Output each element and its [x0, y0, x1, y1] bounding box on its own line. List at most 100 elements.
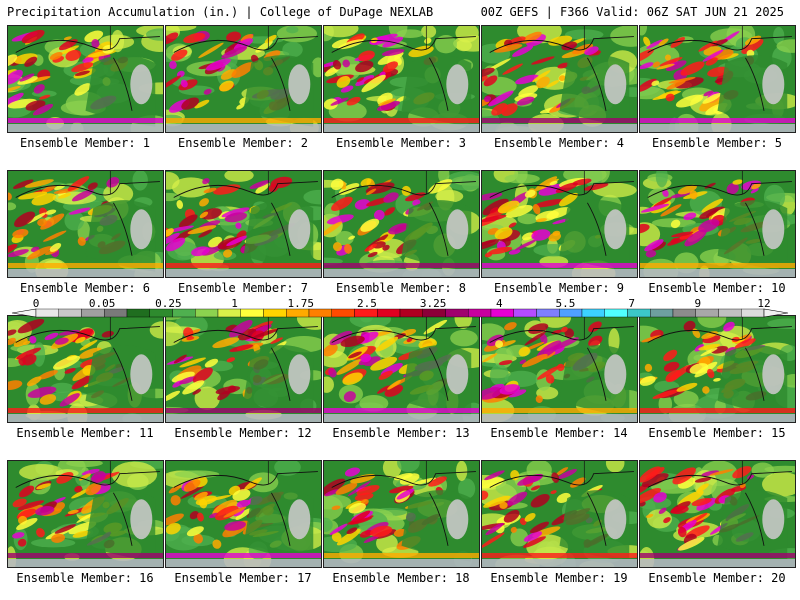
precipitation-map-image: [640, 316, 795, 422]
colorbar-segment: [377, 308, 401, 318]
ensemble-member-map: [323, 315, 480, 423]
colorbar-segment: [35, 308, 59, 318]
ensemble-member-map: [7, 460, 164, 568]
ensemble-member-label: Ensemble Member: 18: [332, 571, 470, 585]
colorbar-segment: [581, 308, 605, 318]
header: Precipitation Accumulation (in.) | Colle…: [0, 0, 800, 22]
colorbar-segment: [513, 308, 537, 318]
precipitation-map-image: [324, 316, 479, 422]
ensemble-member-label: Ensemble Member: 8: [335, 281, 467, 295]
colorbar-segment: [741, 308, 765, 318]
precipitation-map-image: [166, 26, 321, 132]
ensemble-member-label: Ensemble Member: 5: [651, 136, 783, 150]
colorbar-tick-label: 2.5: [356, 297, 377, 310]
precipitation-map-image: [482, 26, 637, 132]
colorbar-segment: [195, 308, 219, 318]
colorbar-tick-label: 7: [628, 297, 635, 310]
ensemble-member-label: Ensemble Member: 15: [648, 426, 786, 440]
precipitation-map-image: [166, 461, 321, 567]
colorbar-segment: [695, 308, 719, 318]
colorbar-segment: [308, 308, 332, 318]
colorbar-segment: [104, 308, 128, 318]
precipitation-map-image: [640, 26, 795, 132]
precipitation-map-image: [8, 171, 163, 277]
precipitation-map-image: [482, 461, 637, 567]
ensemble-member-map: [481, 170, 638, 278]
ensemble-member-map: [165, 170, 322, 278]
colorbar-tick-label: 0: [32, 297, 40, 310]
map-title: Precipitation Accumulation (in.) | Colle…: [7, 5, 434, 19]
colorbar-tick-label: 1: [231, 297, 238, 310]
colorbar-tick-label: 12: [757, 297, 771, 310]
ensemble-member-map: [323, 460, 480, 568]
ensemble-member-map: [639, 460, 796, 568]
ensemble-member-map: [639, 25, 796, 133]
colorbar-segment: [399, 308, 423, 318]
ensemble-member-map: [165, 315, 322, 423]
colorbar: [11, 308, 789, 318]
ensemble-member-map: [639, 315, 796, 423]
precipitation-map-image: [8, 316, 163, 422]
colorbar-segment: [650, 308, 674, 318]
colorbar-tick-label: 0.05: [88, 297, 116, 310]
precipitation-map-image: [8, 461, 163, 567]
precipitation-map-image: [640, 171, 795, 277]
precipitation-map-image: [482, 171, 637, 277]
colorbar-segment: [263, 308, 287, 318]
ensemble-member-map: [323, 25, 480, 133]
colorbar-segment: [536, 308, 560, 318]
colorbar-segment: [490, 308, 514, 318]
ensemble-member-map: [165, 25, 322, 133]
ensemble-member-map: [7, 170, 164, 278]
ensemble-member-label: Ensemble Member: 16: [16, 571, 154, 585]
ensemble-member-label: Ensemble Member: 3: [335, 136, 467, 150]
ensemble-member-map: [7, 315, 164, 423]
ensemble-member-map: [481, 460, 638, 568]
colorbar-segment: [468, 308, 492, 318]
colorbar-segment: [718, 308, 742, 318]
colorbar-segment: [422, 308, 446, 318]
ensemble-member-map: [7, 25, 164, 133]
precipitation-map-image: [166, 316, 321, 422]
colorbar-segment: [559, 308, 583, 318]
colorbar-segment: [149, 308, 173, 318]
colorbar-segment: [445, 308, 469, 318]
colorbar-segment: [81, 308, 105, 318]
precipitation-map-image: [640, 461, 795, 567]
colorbar-tick-label: 1.75: [287, 297, 314, 310]
ensemble-member-label: Ensemble Member: 17: [174, 571, 312, 585]
ensemble-member-label: Ensemble Member: 7: [177, 281, 309, 295]
colorbar-tick-label: 5.5: [555, 297, 576, 310]
ensemble-member-label: Ensemble Member: 11: [16, 426, 154, 440]
ensemble-member-label: Ensemble Member: 4: [493, 136, 625, 150]
ensemble-member-label: Ensemble Member: 19: [490, 571, 628, 585]
ensemble-member-label: Ensemble Member: 6: [19, 281, 151, 295]
colorbar-segment: [354, 308, 378, 318]
ensemble-member-map: [323, 170, 480, 278]
colorbar-segment: [604, 308, 628, 318]
colorbar-segment: [126, 308, 150, 318]
ensemble-member-label: Ensemble Member: 1: [19, 136, 151, 150]
colorbar-arrow-right: [763, 308, 789, 318]
colorbar-segment: [286, 308, 310, 318]
colorbar-tick-label: 3.25: [419, 297, 447, 310]
colorbar-segment: [172, 308, 196, 318]
ensemble-member-label: Ensemble Member: 2: [177, 136, 309, 150]
colorbar-segment: [627, 308, 651, 318]
ensemble-member-map: [639, 170, 796, 278]
colorbar-tick-label: 9: [694, 297, 702, 310]
precipitation-map-image: [324, 26, 479, 132]
precipitation-map-image: [324, 461, 479, 567]
ensemble-member-label: Ensemble Member: 12: [174, 426, 312, 440]
ensemble-member-label: Ensemble Member: 9: [493, 281, 625, 295]
colorbar-segment: [240, 308, 264, 318]
ensemble-member-label: Ensemble Member: 13: [332, 426, 470, 440]
colorbar-segment: [217, 308, 241, 318]
ensemble-member-label: Ensemble Member: 20: [648, 571, 786, 585]
precipitation-map-image: [482, 316, 637, 422]
ensemble-member-label: Ensemble Member: 14: [490, 426, 628, 440]
run-info: 00Z GEFS | F366 Valid: 06Z SAT JUN 21 20…: [480, 5, 784, 19]
colorbar-segment: [331, 308, 355, 318]
colorbar-segment: [58, 308, 82, 318]
precipitation-map-image: [8, 26, 163, 132]
